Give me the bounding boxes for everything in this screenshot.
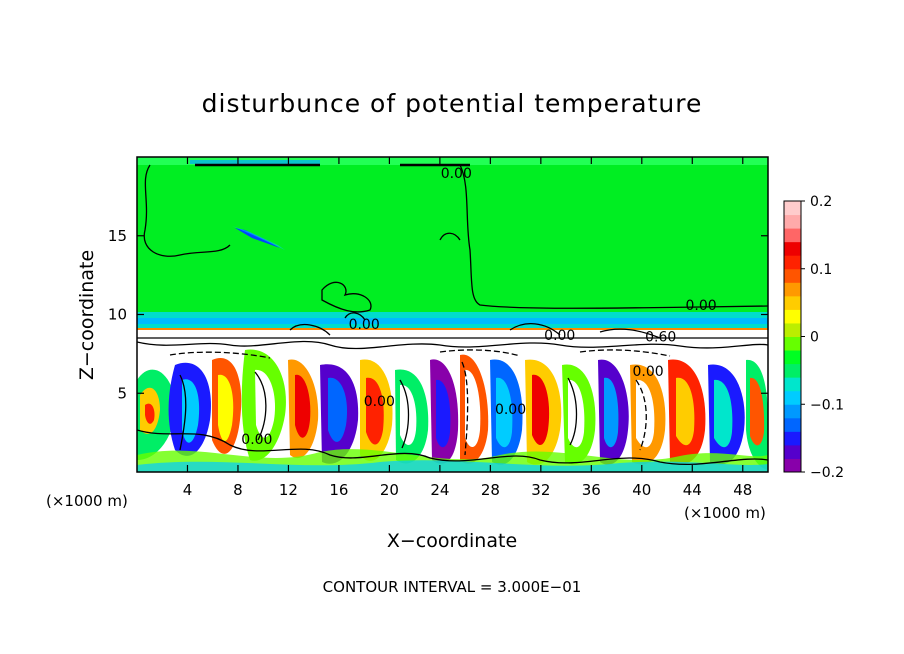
x-tick-label: 28 [481,481,500,499]
x-tick-label: 8 [233,481,243,499]
plot-area: 0.000.000.00 0.600.000.000.00 0.000.00 481… [108,156,769,499]
cyan-band-core [137,318,768,324]
colorbar-step [784,336,801,351]
x-tick-label: 4 [183,481,193,499]
top-band-shade [190,160,320,164]
colorbar-step [784,255,801,270]
x-tick-label: 36 [582,481,601,499]
x-unit-right: (×1000 m) [684,504,766,522]
contour-label: 0.00 [686,298,717,314]
colorbar-step [784,350,801,365]
colorbar-ticks: 0.2 0.1 0 −0.1 −0.2 [801,194,844,481]
colorbar-step [784,458,801,473]
colorbar-step [784,268,801,283]
x-axis-ticks: 4 8 12 16 20 24 28 32 36 40 44 48 [183,157,752,499]
colorbar-step [784,228,801,243]
turbulent-structures [137,349,768,472]
colorbar-step [784,322,801,337]
x-tick-label: 44 [683,481,702,499]
colorbar-step [784,214,801,229]
blue-streak [235,228,280,248]
colorbar-step [784,201,801,216]
contour-label: 0.60 [645,330,676,346]
colorbar-tick-label: 0.2 [810,194,832,210]
x-unit-left: (×1000 m) [46,492,128,510]
x-tick-label: 32 [531,481,550,499]
colorbar-tick-label: 0 [810,330,819,346]
colorbar-step [784,282,801,297]
colorbar-step [784,295,801,310]
x-tick-label: 16 [329,481,348,499]
colorbar: 0.2 0.1 0 −0.1 −0.2 [783,194,844,481]
colorbar-step [784,390,801,405]
contour-label: 0.00 [364,394,395,410]
x-tick-label: 48 [733,481,752,499]
colorbar-tick-label: −0.1 [810,397,844,413]
colorbar-step [784,444,801,459]
colorbar-step [784,377,801,392]
x-tick-label: 40 [632,481,651,499]
y-axis-label: Z−coordinate [76,250,98,380]
y-axis-ticks: 5 10 15 [108,227,768,402]
top-band [137,157,768,165]
colorbar-steps [784,201,801,473]
orange-layer [137,328,768,330]
contour-labels: 0.00 0.00 0.00 0.60 0.00 0.00 0.00 0.00 0.00 [241,166,716,448]
colorbar-step [784,404,801,419]
x-tick-label: 20 [380,481,399,499]
y-tick-label: 15 [108,227,127,245]
chart-title: disturbunce of potential temperature [202,89,703,118]
colorbar-step [784,309,801,324]
contour-label: 0.00 [241,432,272,448]
contour-lines [137,163,768,465]
x-tick-label: 12 [279,481,298,499]
x-tick-label: 24 [430,481,449,499]
colorbar-step [784,417,801,432]
white-layer [137,330,768,340]
contour-label: 0.00 [495,402,526,418]
y-tick-label: 5 [117,384,127,402]
colorbar-step [784,241,801,256]
colorbar-tick-label: −0.2 [810,465,844,481]
colorbar-step [784,431,801,446]
x-axis-label: X−coordinate [387,530,517,552]
y-tick-label: 10 [108,306,127,324]
contour-interval-note: CONTOUR INTERVAL = 3.000E−01 [323,578,582,596]
heatmap-field [137,157,768,472]
contour-label: 0.00 [633,364,664,380]
colorbar-step [784,363,801,378]
contour-label: 0.00 [441,166,472,182]
colorbar-tick-label: 0.1 [810,262,832,278]
contour-label: 0.00 [544,328,575,344]
contour-label: 0.00 [349,317,380,333]
